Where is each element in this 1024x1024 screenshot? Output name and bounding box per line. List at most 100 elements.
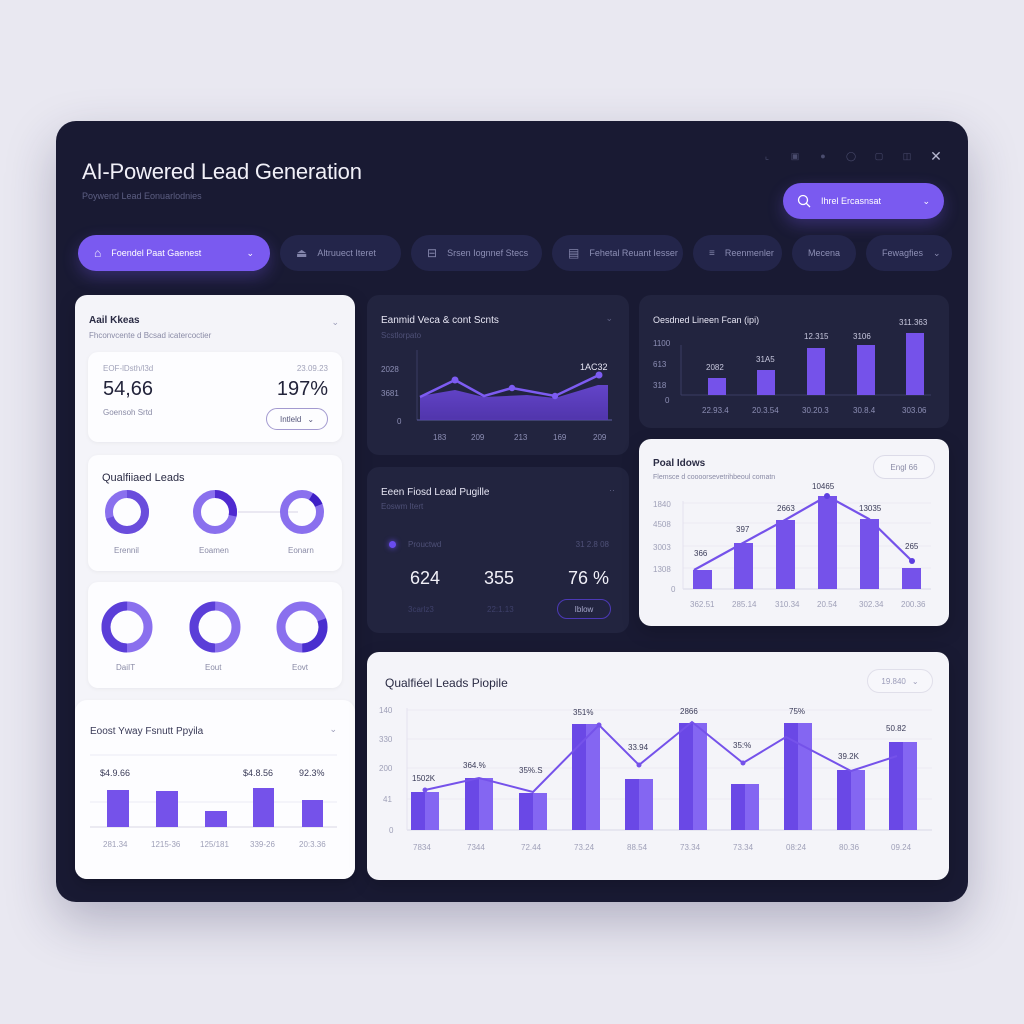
filter-2[interactable]: ⏏ Altruuect Iteret [280,235,401,271]
engagement-area-chart: 2028 3681 0 183 209 213 169 209 1AC32 [381,350,612,442]
stat-footer: Goensoh Srtd [103,408,153,417]
close-icon[interactable]: ✕ [930,148,942,164]
svg-text:2663: 2663 [777,504,795,513]
app-window: AI-Powered Lead Generation Poywend Lead … [56,121,968,902]
donut-label: Erennil [114,546,139,555]
donut-chart [101,601,153,653]
svg-text:7344: 7344 [467,843,485,852]
svg-text:20.54: 20.54 [817,600,838,609]
search-dropdown[interactable]: Ihrel Ercasnsat ⌄ [783,183,944,219]
bars [411,723,917,830]
card-title: Eeen Fiosd Lead Pugille [381,487,490,498]
svg-text:75%: 75% [789,707,805,716]
donut-chart [189,601,241,653]
view-button[interactable]: Iblow [557,599,611,619]
svg-text:362.51: 362.51 [690,600,715,609]
donut-chart [105,490,149,534]
donut-chart [193,490,237,534]
legend-dot-icon [389,541,396,548]
briefcase-icon: ⊟ [427,246,438,260]
qualified-leads-chart-card: Qualfiéel Leads Piopile 19.840 ⌄ [367,652,949,880]
svg-text:92.3%: 92.3% [299,768,325,778]
svg-text:311.363: 311.363 [899,318,928,327]
svg-text:285.14: 285.14 [732,600,757,609]
svg-text:265: 265 [905,542,919,551]
svg-text:0: 0 [389,826,394,835]
svg-text:200: 200 [379,764,393,773]
more-icon[interactable]: ·· [609,485,615,495]
dropdown-label: 19.840 [881,676,906,686]
svg-text:13035: 13035 [859,504,882,513]
filter-lead-gen[interactable]: ⌂ Foendel Paat Gaenest ⌄ [78,235,270,271]
search-icon [797,194,811,208]
stat-date: 23.09.23 [296,364,328,373]
donut-card-2: DaiIT Eout Eovt [88,582,342,688]
funnel-value: 624 [410,568,441,588]
svg-text:318: 318 [653,381,667,390]
svg-text:30.20.3: 30.20.3 [802,406,829,415]
funnel-value: 76 % [567,568,609,588]
copy-icon[interactable]: ▢ [874,151,884,161]
filter-4[interactable]: ▤ Fehetal Reuant Iesser [552,235,683,271]
svg-text:12.315: 12.315 [804,332,829,341]
svg-text:303.06: 303.06 [902,406,927,415]
svg-text:2866: 2866 [680,707,698,716]
svg-text:41: 41 [383,795,392,804]
more-icon[interactable]: ⌄ [331,317,339,327]
donut-row-2 [101,601,328,653]
card-subtitle: Flemsce d coooorsevetrihbeoul comatn [653,474,776,481]
svg-text:1840: 1840 [653,500,671,509]
range-button[interactable]: Engl 66 [873,455,935,479]
svg-text:10465: 10465 [812,482,835,491]
stat-value: 54,66 [103,378,154,400]
svg-text:$4.8.56: $4.8.56 [243,768,273,778]
svg-text:0: 0 [671,585,676,594]
chevron-down-icon: ⌄ [911,676,919,686]
svg-text:39.2K: 39.2K [838,752,860,761]
svg-text:3106: 3106 [853,332,871,341]
bookmark-icon[interactable]: ▣ [790,151,800,161]
svg-text:73.24: 73.24 [574,843,595,852]
svg-text:2082: 2082 [706,363,724,372]
user-icon[interactable]: ● [820,151,826,161]
filter-5[interactable]: ≡ Reenmenler [693,235,782,271]
donut-chart [276,601,328,653]
filter-3[interactable]: ⊟ Srsen Iognnef Stecs [411,235,542,271]
card-subtitle: Eoswm Itert [381,502,424,511]
cost-bar-chart: $4.9.66 $4.8.56 92.3% 281.34 1215-36 125… [90,754,337,849]
legend-value: 31 2.8 08 [575,540,609,549]
svg-text:30.8.4: 30.8.4 [853,406,876,415]
card-subtitle: Scstlorpato [381,331,422,340]
svg-text:80.36: 80.36 [839,843,860,852]
svg-text:7834: 7834 [413,843,431,852]
layout-icon[interactable]: ◫ [902,151,912,161]
svg-text:1100: 1100 [653,339,671,348]
card-title: Oesdned Lineen Fcan (ipi) [653,315,760,325]
svg-text:169: 169 [553,433,567,442]
qualified-bar-line-chart: 140 330 200 41 0 1502K 364.% 35%.S 351% … [379,706,932,852]
chevron-down-icon[interactable]: ⌄ [329,724,337,734]
page-title: AI-Powered Lead Generation [82,159,362,184]
settings-icon[interactable]: ◯ [846,151,857,161]
chevron-down-icon: ⌄ [933,247,941,258]
svg-text:302.34: 302.34 [859,600,884,609]
more-icon[interactable]: ⌄ [605,313,613,323]
filter-7[interactable]: Fewagfies ⌄ [866,235,952,271]
card-title: Poal Idows [653,458,706,469]
svg-text:31A5: 31A5 [756,355,775,364]
period-dropdown[interactable]: 19.840 ⌄ [867,669,933,693]
stat-card: EOF-lDsth/l3d 23.09.23 54,66 197% Goenso… [88,352,342,442]
donut-label: Eonarn [288,546,314,555]
card-title: Qualfiiaed Leads [102,472,185,484]
donut-label: Eoamen [199,546,229,555]
card-subtitle: Fhconvcente d Bcsad icatercoctier [89,331,212,340]
card-title: Eoost Yway Fsnutt Ppyila [90,726,204,737]
engagement-chart-card: Eanmid Veca & cont Scnts Scstlorpato ⌄ 2… [367,295,629,455]
svg-text:200.36: 200.36 [901,600,926,609]
interval-dropdown[interactable]: Intleld ⌄ [266,408,328,430]
filter-6[interactable]: Mecena [792,235,856,271]
funnel-label: 3carlz3 [408,605,434,614]
minimize-icon[interactable]: ⌞ [764,151,770,161]
svg-text:4508: 4508 [653,520,671,529]
filter-label: Foendel Paat Gaenest [111,248,202,258]
